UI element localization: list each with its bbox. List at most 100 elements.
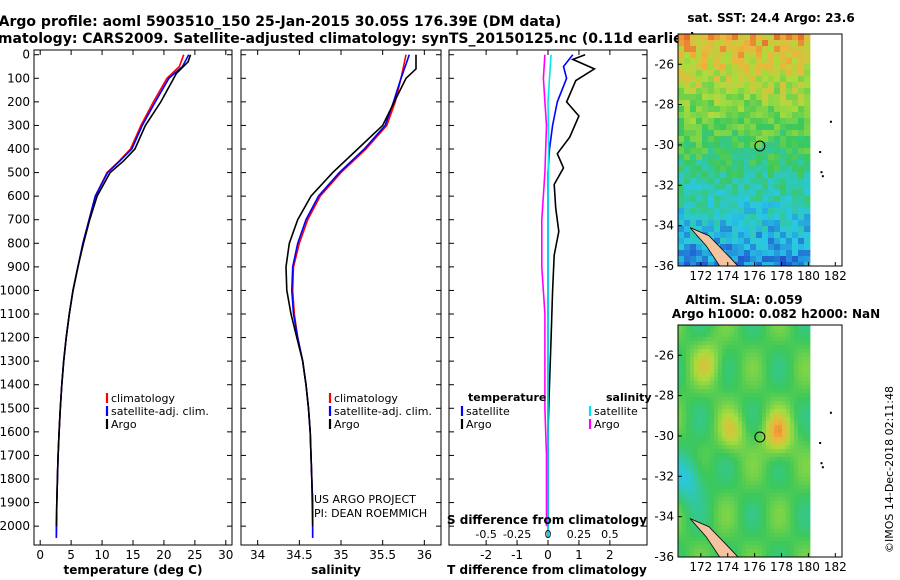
- map-cell: [726, 166, 733, 173]
- map-cell: [762, 493, 767, 498]
- map-cell: [790, 457, 795, 462]
- map-cell: [786, 325, 791, 330]
- map-cell: [750, 136, 757, 143]
- map-cell: [730, 337, 735, 342]
- series-line-s-argo: [540, 54, 548, 527]
- map-cell: [766, 345, 771, 350]
- map-cell: [762, 469, 767, 474]
- map-cell: [770, 441, 775, 446]
- map-cell: [682, 525, 687, 530]
- map-cell: [758, 477, 763, 482]
- map-cell: [802, 529, 807, 534]
- map-cell: [722, 373, 727, 378]
- map-cell: [718, 429, 723, 434]
- map-cell: [706, 541, 711, 546]
- map-cell: [770, 413, 775, 418]
- temperature-legend-label: Argo: [111, 418, 137, 431]
- map-cell: [786, 445, 791, 450]
- map-cell: [804, 226, 811, 233]
- map-cell: [766, 437, 771, 442]
- x-tick-label: 15: [125, 548, 140, 562]
- map-cell: [780, 40, 787, 47]
- map-cell: [802, 457, 807, 462]
- map-cell: [778, 365, 783, 370]
- map-cell: [678, 441, 683, 446]
- map-cell: [702, 196, 709, 203]
- map-cell: [714, 513, 719, 518]
- map-cell: [750, 106, 757, 113]
- map-cell: [786, 361, 791, 366]
- map-cell: [790, 397, 795, 402]
- map-cell: [782, 337, 787, 342]
- map-cell: [746, 525, 751, 530]
- map-cell: [806, 405, 811, 410]
- map-cell: [804, 232, 811, 239]
- map-cell: [706, 465, 711, 470]
- map-cell: [754, 533, 759, 538]
- map-cell: [806, 481, 811, 486]
- map-cell: [802, 553, 807, 557]
- map-cell: [682, 405, 687, 410]
- map-cell: [762, 541, 767, 546]
- temperature-legend-label: climatology: [111, 392, 175, 405]
- map-x-tick-label: 176: [743, 560, 766, 574]
- y-tick-label: 1900: [0, 496, 30, 510]
- map-cell: [694, 509, 699, 514]
- map-cell: [774, 112, 781, 119]
- map-cell: [720, 76, 727, 83]
- x-tick-label: 35.5: [369, 548, 396, 562]
- map-cell: [702, 226, 709, 233]
- map-cell: [698, 373, 703, 378]
- map-cell: [702, 385, 707, 390]
- map-cell: [750, 421, 755, 426]
- map-cell: [762, 64, 769, 71]
- map-cell: [798, 238, 805, 245]
- map-cell: [750, 545, 755, 550]
- map-cell: [682, 365, 687, 370]
- map-cell: [738, 537, 743, 542]
- map-cell: [702, 70, 709, 77]
- map-cell: [786, 417, 791, 422]
- map-cell: [750, 501, 755, 506]
- map-cell: [794, 445, 799, 450]
- map-cell: [802, 345, 807, 350]
- map-cell: [778, 497, 783, 502]
- map-cell: [782, 385, 787, 390]
- map-cell: [686, 501, 691, 506]
- plot-frame: [33, 49, 233, 546]
- map-cell: [780, 82, 787, 89]
- temperature-panel: 0 5 10 15 20 25 300100200300400500600700800900…: [0, 48, 233, 562]
- map-cell: [746, 473, 751, 478]
- map-cell: [802, 537, 807, 542]
- map-cell: [678, 100, 685, 107]
- map-cell: [770, 405, 775, 410]
- map-cell: [684, 214, 691, 221]
- map-cell: [778, 441, 783, 446]
- map-cell: [780, 262, 787, 266]
- map-cell: [806, 341, 811, 346]
- map-cell: [804, 34, 811, 41]
- map-cell: [798, 485, 803, 490]
- map-cell: [774, 541, 779, 546]
- map-cell: [684, 70, 691, 77]
- map-cell: [678, 473, 683, 478]
- map-cell: [762, 100, 769, 107]
- s-difference-xlabel: S difference from climatology: [447, 513, 647, 527]
- map-cell: [774, 501, 779, 506]
- map-cell: [690, 220, 697, 227]
- map-cell: [684, 88, 691, 95]
- map-cell: [786, 421, 791, 426]
- map-cell: [762, 521, 767, 526]
- map-cell: [778, 469, 783, 474]
- map-cell: [774, 509, 779, 514]
- map-cell: [694, 437, 699, 442]
- map-cell: [732, 76, 739, 83]
- map-cell: [706, 353, 711, 358]
- map-cell: [806, 349, 811, 354]
- map-cell: [730, 501, 735, 506]
- map-cell: [694, 493, 699, 498]
- map-cell: [762, 429, 767, 434]
- map-cell: [722, 381, 727, 386]
- map-cell: [774, 461, 779, 466]
- map-cell: [742, 545, 747, 550]
